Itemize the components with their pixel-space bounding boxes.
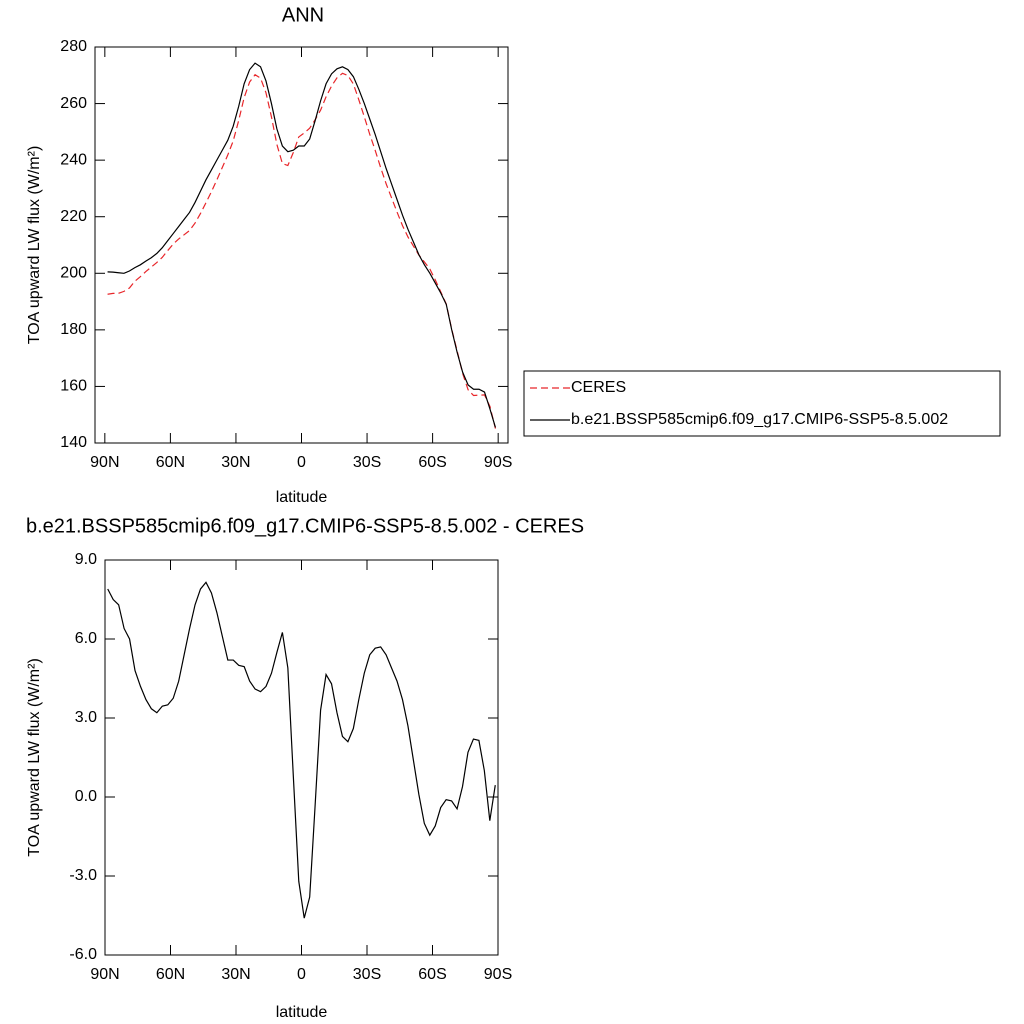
x-tick-label: 90N (90, 966, 119, 983)
plot-frame (94, 46, 509, 444)
y-tick-label: 140 (60, 434, 87, 451)
x-tick-label: 30N (221, 454, 250, 471)
y-tick-label: 220 (60, 208, 87, 225)
plot-frame (104, 559, 499, 956)
y-tick-label: 160 (60, 378, 87, 395)
chart-title: ANN (282, 4, 324, 26)
y-axis-label: TOA upward LW flux (W/m²) (26, 146, 43, 345)
y-tick-label: 3.0 (75, 709, 97, 726)
y-tick-label: 6.0 (75, 630, 97, 647)
x-axis-label: latitude (276, 1004, 328, 1021)
y-tick-label: 280 (60, 38, 87, 55)
y-tick-label: -6.0 (69, 946, 97, 963)
x-tick-label: 30N (221, 966, 250, 983)
data-line (107, 62, 497, 428)
x-tick-label: 30S (353, 966, 381, 983)
x-tick-label: 90S (484, 454, 512, 471)
x-tick-label: 30S (353, 454, 381, 471)
x-tick-label: 90S (484, 966, 512, 983)
legend-label: b.e21.BSSP585cmip6.f09_g17.CMIP6-SSP5-8.… (571, 411, 948, 428)
y-tick-label: 260 (60, 95, 87, 112)
y-axis-label: TOA upward LW flux (W/m²) (26, 658, 43, 857)
x-tick-label: 0 (297, 454, 306, 471)
x-tick-label: 60S (418, 454, 446, 471)
y-tick-label: 240 (60, 151, 87, 168)
legend-box (523, 370, 1001, 437)
x-tick-label: 60S (418, 966, 446, 983)
y-tick-label: 200 (60, 265, 87, 282)
legend-label: CERES (571, 379, 626, 396)
chart-title: b.e21.BSSP585cmip6.f09_g17.CMIP6-SSP5-8.… (26, 515, 584, 537)
x-tick-label: 90N (90, 454, 119, 471)
data-line (107, 72, 497, 429)
y-tick-label: -3.0 (69, 867, 97, 884)
y-tick-label: 180 (60, 321, 87, 338)
x-tick-label: 0 (297, 966, 306, 983)
x-tick-label: 60N (156, 454, 185, 471)
y-tick-label: 9.0 (75, 551, 97, 568)
x-axis-label: latitude (276, 489, 328, 506)
x-tick-label: 60N (156, 966, 185, 983)
y-tick-label: 0.0 (75, 788, 97, 805)
data-line (107, 581, 496, 919)
